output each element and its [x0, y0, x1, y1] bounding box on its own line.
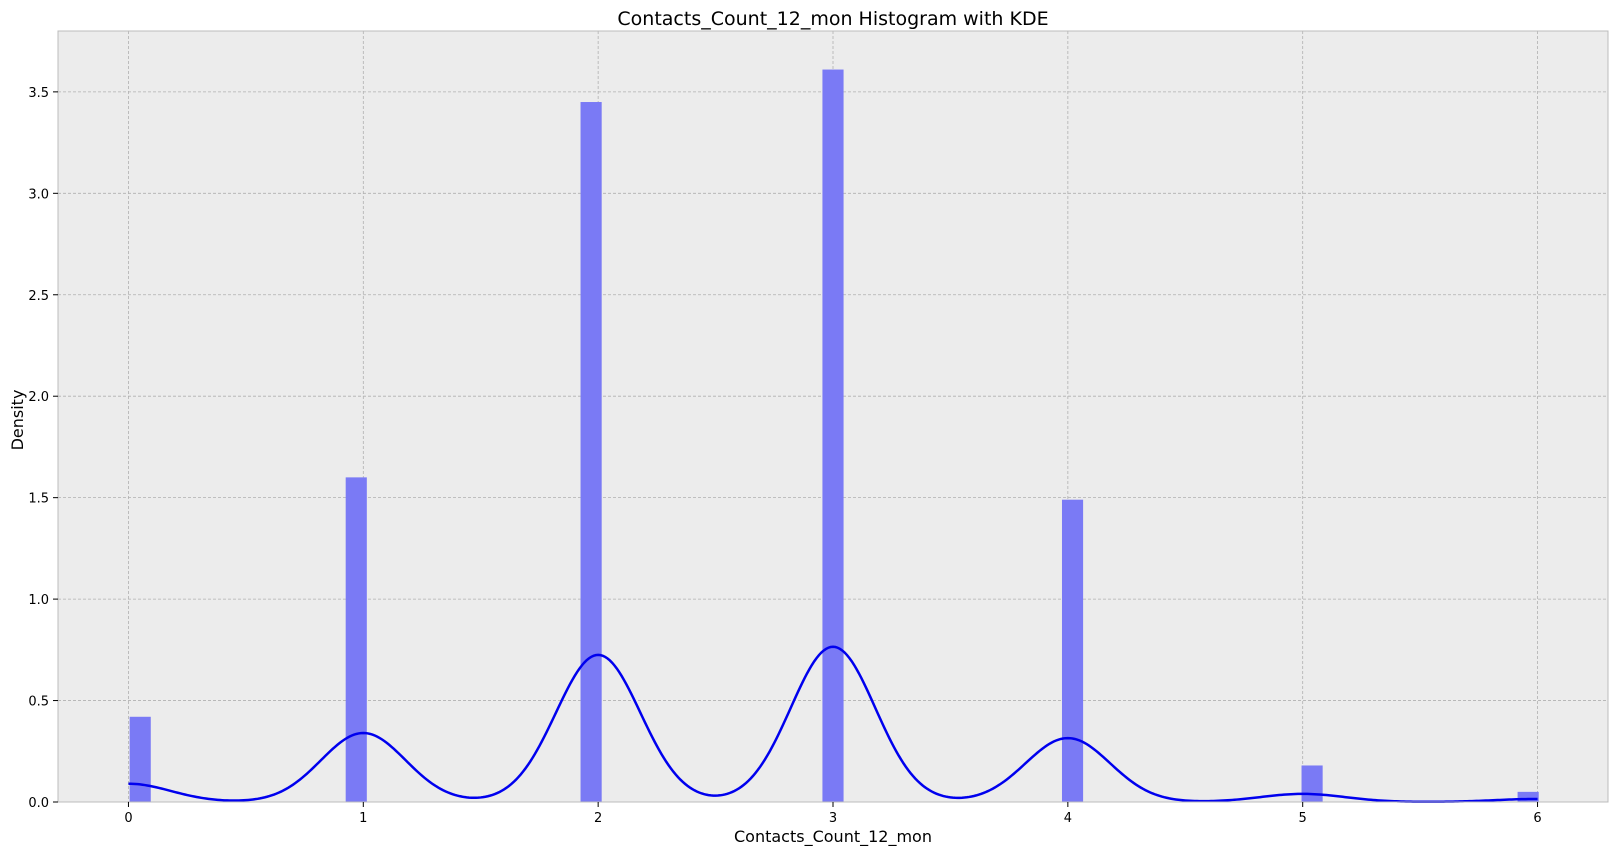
histogram-bar [345, 477, 367, 802]
y-tick-label: 1.5 [28, 492, 49, 507]
y-tick-label: 0.0 [28, 796, 49, 811]
histogram-bar [129, 716, 151, 802]
y-axis-ticks: 0.0 0.5 1.0 1.5 2.0 2.5 3.0 3.5 [28, 86, 58, 811]
kde-line [128, 645, 1538, 804]
histogram-bars [129, 69, 1539, 803]
y-tick-label: 2.0 [28, 390, 49, 405]
x-axis-label: Contacts_Count_12_mon [734, 827, 932, 847]
x-tick-label: 0 [124, 811, 132, 826]
x-tick-label: 4 [1064, 811, 1072, 826]
y-tick-label: 1.0 [28, 593, 49, 608]
histogram-bar [1061, 499, 1084, 802]
histogram-bar [1517, 791, 1539, 802]
y-tick-label: 3.5 [28, 86, 49, 101]
x-axis-ticks: 0 1 2 3 4 5 6 [124, 802, 1542, 826]
histogram-bar [580, 102, 602, 802]
chart-title: Contacts_Count_12_mon Histogram with KDE [617, 8, 1048, 30]
histogram-bar [1301, 765, 1323, 802]
x-tick-label: 2 [594, 811, 602, 826]
y-tick-label: 3.0 [28, 187, 49, 202]
histogram-bar [822, 69, 844, 803]
x-tick-label: 3 [829, 811, 837, 826]
y-tick-label: 0.5 [28, 695, 49, 710]
x-tick-label: 6 [1533, 811, 1541, 826]
y-axis-label: Density [8, 390, 27, 451]
kde-curve-layer [128, 645, 1538, 804]
x-tick-label: 5 [1299, 811, 1307, 826]
x-tick-label: 1 [359, 811, 367, 826]
y-tick-label: 2.5 [28, 289, 49, 304]
